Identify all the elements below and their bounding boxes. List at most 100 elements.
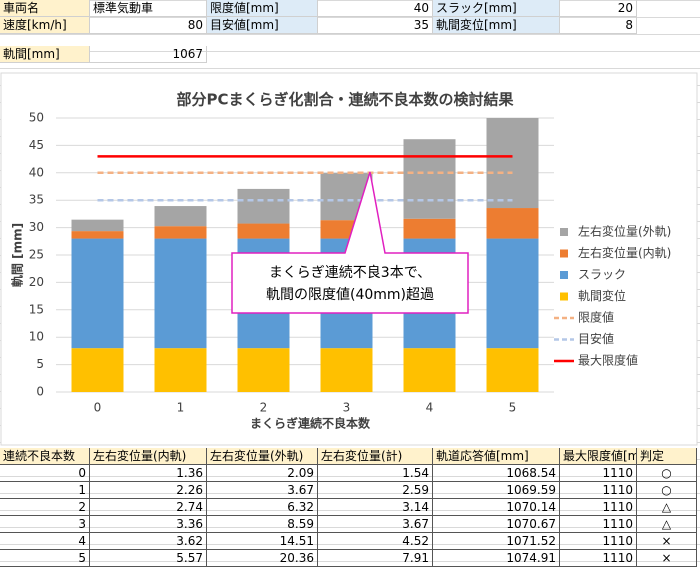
y-tick-label: 10: [29, 330, 44, 344]
cell[interactable]: 1068.54: [433, 465, 560, 482]
cell[interactable]: 1069.59: [433, 482, 560, 499]
bar: [71, 348, 124, 392]
cell[interactable]: 1110: [560, 482, 637, 499]
cell[interactable]: 軌間変位[mm]: [433, 17, 560, 34]
x-tick-label: 1: [177, 401, 185, 415]
cell[interactable]: 0: [0, 465, 90, 482]
bar: [486, 118, 539, 209]
cell[interactable]: 目安値[mm]: [207, 17, 318, 34]
cell[interactable]: 3.62: [90, 533, 207, 550]
cell[interactable]: 1110: [560, 550, 637, 567]
cell[interactable]: 左右変位量(計): [318, 448, 433, 465]
cell[interactable]: 3.14: [318, 499, 433, 516]
cell[interactable]: スラック[mm]: [433, 0, 560, 17]
legend-label: 左右変位量(内軌): [578, 245, 671, 260]
y-tick-label: 20: [29, 275, 44, 289]
bar: [237, 188, 290, 224]
cell[interactable]: 35: [318, 17, 433, 34]
cell[interactable]: 1110: [560, 516, 637, 533]
annotation: まくらぎ連続不良3本で、: [269, 264, 431, 281]
cell[interactable]: 14.51: [207, 533, 318, 550]
cell[interactable]: 8: [560, 17, 637, 34]
cell[interactable]: 2: [0, 499, 90, 516]
cell[interactable]: 6.32: [207, 499, 318, 516]
cell[interactable]: 1067: [90, 46, 207, 63]
callout: [231, 171, 469, 314]
bar: [403, 218, 456, 239]
cell[interactable]: △: [637, 499, 697, 516]
cell[interactable]: 1070.14: [433, 499, 560, 516]
cell[interactable]: 20: [560, 0, 637, 17]
bar: [71, 231, 124, 239]
cell[interactable]: 40: [318, 0, 433, 17]
cell[interactable]: 5: [0, 550, 90, 567]
cell[interactable]: 4: [0, 533, 90, 550]
x-tick-label: 2: [260, 401, 268, 415]
cell[interactable]: 3.36: [90, 516, 207, 533]
y-tick-label: 50: [29, 111, 44, 125]
x-axis-label: まくらぎ連続不良本数: [250, 416, 371, 431]
bar: [403, 139, 456, 219]
y-tick-label: 15: [29, 302, 44, 316]
y-tick-label: 40: [29, 165, 44, 179]
cell[interactable]: 3.67: [207, 482, 318, 499]
cell[interactable]: 1110: [560, 533, 637, 550]
legend-label: 左右変位量(外軌): [578, 224, 671, 239]
cell[interactable]: 3.67: [318, 516, 433, 533]
cell[interactable]: 3: [0, 516, 90, 533]
cell[interactable]: 2.26: [90, 482, 207, 499]
chart-title: 部分PCまくらぎ化割合・連続不良本数の検討結果: [176, 91, 514, 109]
cell[interactable]: 1.36: [90, 465, 207, 482]
legend-swatch: [560, 271, 568, 279]
cell[interactable]: 1.54: [318, 465, 433, 482]
bar: [154, 238, 207, 349]
cell[interactable]: ×: [637, 550, 697, 567]
cell[interactable]: 20.36: [207, 550, 318, 567]
bar: [71, 219, 124, 232]
x-tick-label: 5: [509, 401, 517, 415]
bar: [486, 348, 539, 392]
legend-label: 軌間変位: [578, 288, 626, 303]
y-axis-label: 軌間 [mm]: [10, 223, 25, 287]
cell[interactable]: 限度値[mm]: [207, 0, 318, 17]
cell[interactable]: 車両名: [0, 0, 90, 17]
cell[interactable]: △: [637, 516, 697, 533]
bar: [486, 208, 539, 239]
y-tick-label: 25: [29, 248, 44, 262]
cell[interactable]: 80: [90, 17, 207, 34]
legend-swatch: [560, 228, 568, 236]
y-tick-label: 35: [29, 193, 44, 207]
cell[interactable]: 8.59: [207, 516, 318, 533]
legend-label: スラック: [578, 268, 626, 282]
cell[interactable]: 軌道応答値[mm]: [433, 448, 560, 465]
cell[interactable]: 2.59: [318, 482, 433, 499]
cell[interactable]: 5.57: [90, 550, 207, 567]
cell[interactable]: 速度[km/h]: [0, 17, 90, 34]
cell[interactable]: 標準気動車: [90, 0, 207, 17]
cell[interactable]: 7.91: [318, 550, 433, 567]
cell[interactable]: ○: [637, 482, 697, 499]
bar: [403, 348, 456, 392]
cell[interactable]: 軌間[mm]: [0, 46, 90, 63]
cell[interactable]: 4.52: [318, 533, 433, 550]
cell[interactable]: ×: [637, 533, 697, 550]
cell[interactable]: 2.74: [90, 499, 207, 516]
cell[interactable]: 1071.52: [433, 533, 560, 550]
y-tick-label: 30: [29, 220, 44, 234]
x-tick-label: 4: [426, 401, 434, 415]
cell[interactable]: 2.09: [207, 465, 318, 482]
cell[interactable]: 1110: [560, 499, 637, 516]
x-tick-label: 3: [343, 401, 351, 415]
cell[interactable]: ○: [637, 465, 697, 482]
cell[interactable]: 1: [0, 482, 90, 499]
cell[interactable]: 1110: [560, 465, 637, 482]
cell[interactable]: 判定: [637, 448, 697, 465]
cell[interactable]: 最大限度値[mm]: [560, 448, 637, 465]
legend-swatch: [560, 249, 568, 258]
cell[interactable]: 左右変位量(外軌): [207, 448, 318, 465]
cell[interactable]: 左右変位量(内軌): [90, 448, 207, 465]
cell[interactable]: 1074.91: [433, 550, 560, 567]
cell[interactable]: 1070.67: [433, 516, 560, 533]
cell[interactable]: 連続不良本数: [0, 448, 90, 465]
bar: [154, 206, 207, 227]
